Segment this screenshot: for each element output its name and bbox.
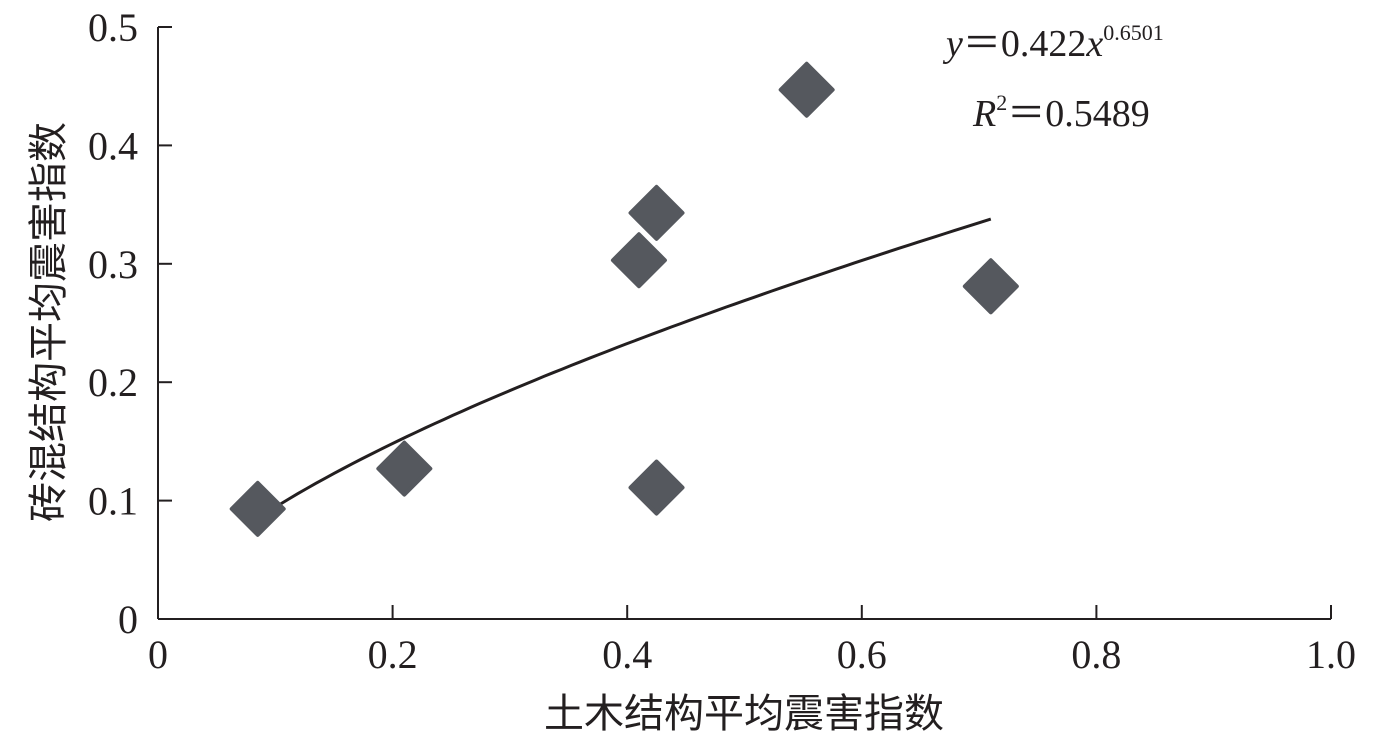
x-tick-label: 0.8 [1071,632,1121,677]
scatter-point [778,61,835,118]
y-tick-label: 0.1 [88,479,138,524]
equation-y: y [942,23,963,65]
y-tick-label: 0.2 [88,360,138,405]
x-tick-label: 0.4 [602,632,652,677]
scatter-point [628,184,685,241]
y-ticks: 0 0.1 0.2 0.3 0.4 0.5 [88,5,172,642]
equation-exponent: 0.6501 [1103,20,1164,45]
axes [157,27,1331,620]
equation-equals: ＝0.422 [963,23,1087,65]
r2-r: R [972,93,996,135]
x-tick-label: 1.0 [1306,632,1356,677]
power-trendline [260,217,992,518]
x-ticks: 0 0.2 0.4 0.6 0.8 1.0 [148,605,1356,677]
scatter-point [962,258,1019,315]
r2-superscript: 2 [996,90,1007,115]
y-tick-label: 0.4 [88,123,138,168]
scatter-point [628,459,685,516]
x-tick-label: 0 [148,632,168,677]
equation-x: x [1085,23,1103,65]
scatter-point [376,440,433,497]
y-tick-label: 0 [118,597,138,642]
data-points [229,61,1019,537]
x-axis-title: 土木结构平均震害指数 [544,691,944,736]
r-squared-label: R2＝0.5489 [972,90,1150,135]
trendline-group [260,217,992,518]
y-tick-label: 0.3 [88,242,138,287]
x-tick-label: 0.2 [368,632,418,677]
y-axis-title: 砖混结构平均震害指数 [26,122,71,522]
x-tick-label: 0.6 [837,632,887,677]
r2-value: ＝0.5489 [1007,93,1150,135]
scatter-point [229,480,286,537]
scatter-point [610,232,667,289]
equation-label: y＝0.422x0.6501 [942,20,1164,65]
y-tick-label: 0.5 [88,5,138,50]
